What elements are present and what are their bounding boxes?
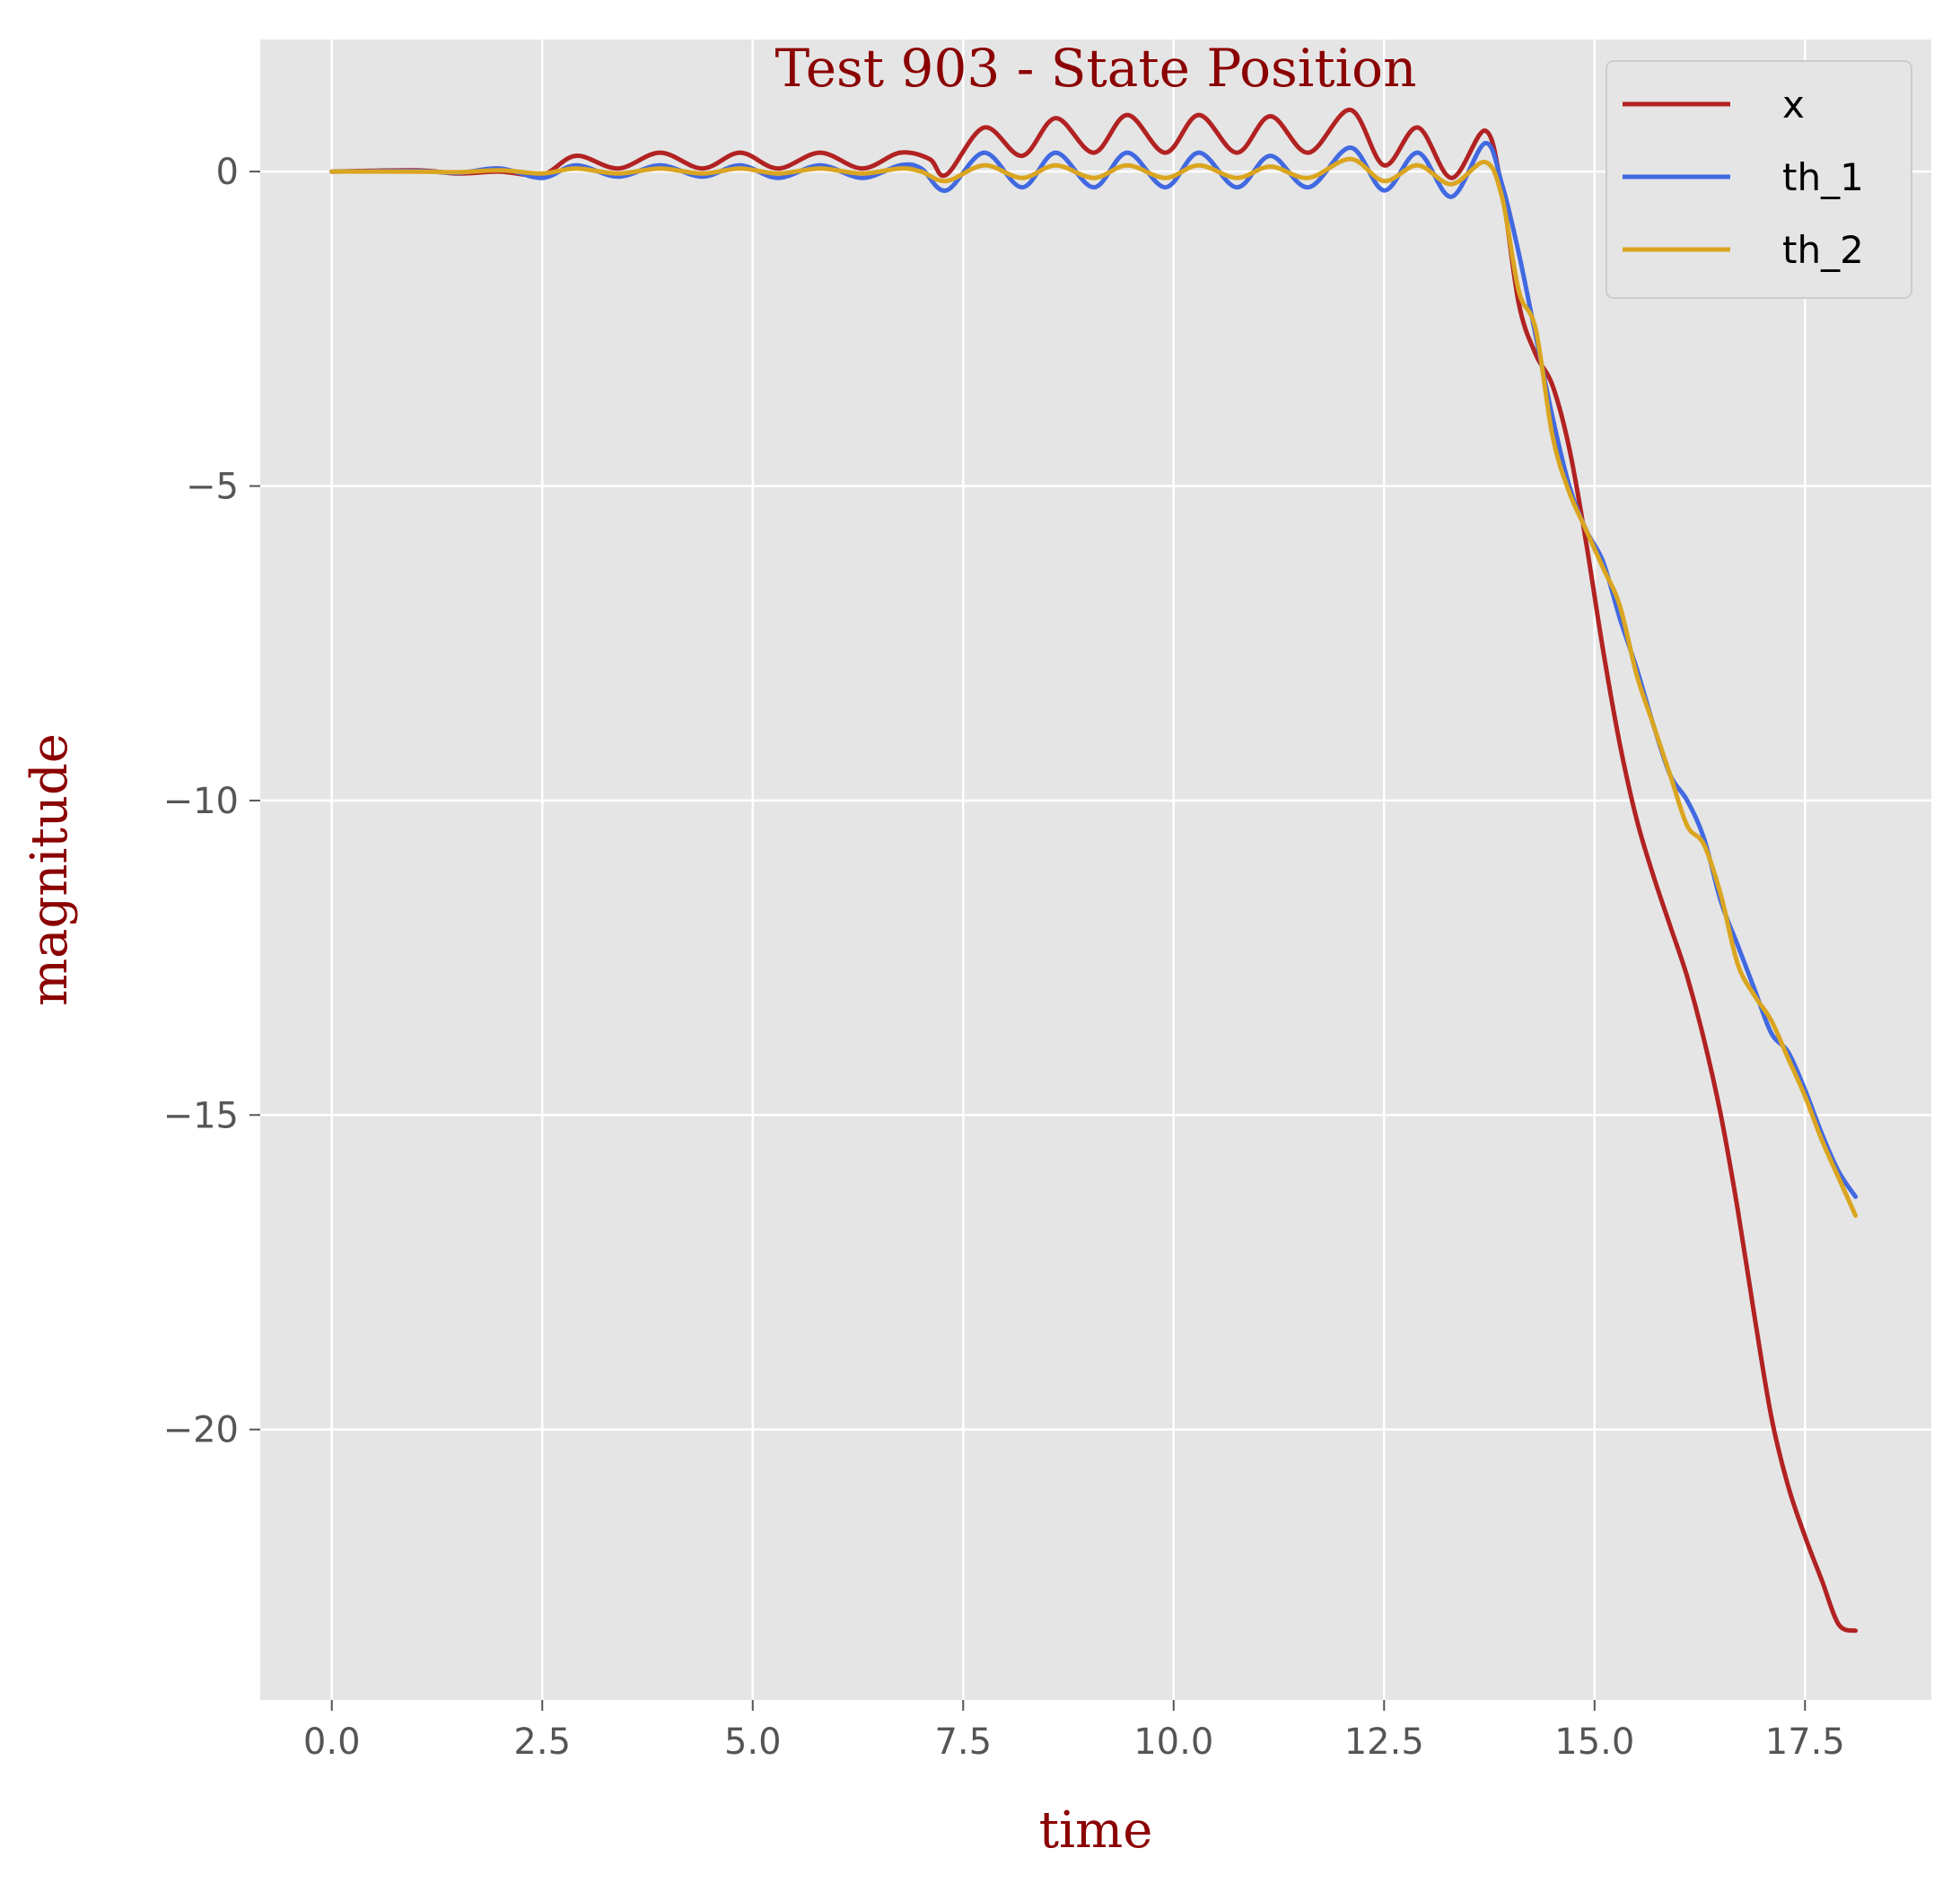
series-line-th-2 (329, 156, 1859, 1218)
legend-label: th_1 (1782, 155, 1864, 199)
x-tick-label: 7.5 (934, 1721, 992, 1763)
x-axis-ticks: 0.0 2.5 5.0 7.5 10.0 12.5 15.0 17.5 (303, 1700, 1845, 1763)
x-tick-label: 5.0 (724, 1721, 782, 1763)
legend-label: th_2 (1782, 228, 1864, 272)
x-axis-label: time (1039, 1801, 1153, 1860)
y-tick-label: −20 (163, 1410, 239, 1451)
series-line-x (329, 108, 1859, 1634)
y-axis-label: magnitude (21, 733, 79, 1006)
legend-entries: x th_1 th_2 (1623, 83, 1864, 272)
y-tick-label: −10 (163, 781, 239, 822)
x-tick-label: 12.5 (1344, 1721, 1424, 1763)
legend: x th_1 th_2 (1606, 60, 1912, 299)
x-tick-label: 10.0 (1133, 1721, 1213, 1763)
series-layer (329, 108, 1859, 1634)
y-tick-label: 0 (216, 152, 239, 193)
legend-box (1606, 60, 1912, 299)
y-tick-label: −15 (163, 1095, 239, 1136)
chart-title: Test 903 - State Position (775, 38, 1417, 99)
legend-label: x (1782, 83, 1805, 127)
y-tick-label: −5 (186, 467, 239, 508)
x-tick-label: 0.0 (303, 1721, 361, 1763)
x-tick-label: 15.0 (1554, 1721, 1634, 1763)
series-line-th-1 (329, 141, 1859, 1199)
y-axis-ticks: 0 −5 −10 −15 −20 (163, 152, 260, 1451)
x-tick-label: 2.5 (513, 1721, 571, 1763)
x-tick-label: 17.5 (1765, 1721, 1845, 1763)
